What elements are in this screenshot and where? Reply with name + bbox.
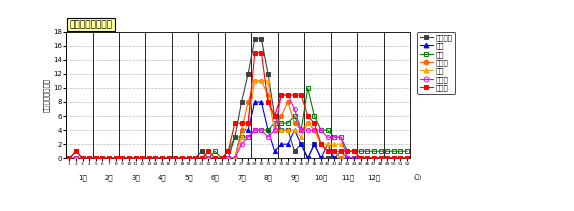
八幡浜 <box>66 157 73 160</box>
宇和島 <box>251 51 258 54</box>
Text: 1月: 1月 <box>78 175 87 181</box>
Line: 中予: 中予 <box>67 79 409 160</box>
西条 <box>251 101 258 103</box>
四国中央 <box>291 150 298 153</box>
松山市 <box>185 157 192 160</box>
松山市 <box>404 157 410 160</box>
中予 <box>185 157 192 160</box>
Text: 8月: 8月 <box>263 175 273 181</box>
松山市 <box>251 80 258 82</box>
中予 <box>384 157 391 160</box>
西条 <box>225 157 232 160</box>
Text: 2月: 2月 <box>104 175 114 181</box>
西条 <box>404 157 410 160</box>
中予 <box>278 129 285 131</box>
Legend: 四国中央, 西条, 今治, 松山市, 中予, 八幡浜, 宇和島: 四国中央, 西条, 今治, 松山市, 中予, 八幡浜, 宇和島 <box>417 32 455 94</box>
中予 <box>404 157 410 160</box>
西条 <box>278 143 285 145</box>
八幡浜 <box>225 157 232 160</box>
今治 <box>185 157 192 160</box>
四国中央 <box>384 157 391 160</box>
Line: 松山市: 松山市 <box>67 79 409 160</box>
今治 <box>384 150 391 153</box>
中予 <box>225 157 232 160</box>
八幡浜 <box>271 129 278 131</box>
八幡浜 <box>278 94 285 96</box>
今治 <box>304 87 311 89</box>
宇和島 <box>291 94 298 96</box>
Text: 6月: 6月 <box>211 175 219 181</box>
四国中央 <box>225 157 232 160</box>
中予 <box>291 129 298 131</box>
中予 <box>251 80 258 82</box>
八幡浜 <box>384 157 391 160</box>
Line: 宇和島: 宇和島 <box>67 51 409 160</box>
宇和島 <box>278 94 285 96</box>
Text: 保健所別発生動向: 保健所別発生動向 <box>69 20 113 29</box>
Text: 7月: 7月 <box>237 175 246 181</box>
Line: 八幡浜: 八幡浜 <box>67 93 409 160</box>
松山市 <box>225 157 232 160</box>
Line: 今治: 今治 <box>67 86 409 160</box>
Y-axis label: 定点当たり報告数: 定点当たり報告数 <box>44 78 50 112</box>
今治 <box>271 122 278 124</box>
西条 <box>92 157 99 160</box>
四国中央 <box>404 157 410 160</box>
宇和島 <box>225 150 232 153</box>
八幡浜 <box>404 157 410 160</box>
Line: 四国中央: 四国中央 <box>67 37 409 160</box>
西条 <box>291 129 298 131</box>
松山市 <box>384 157 391 160</box>
宇和島 <box>66 157 73 160</box>
今治 <box>92 157 99 160</box>
西条 <box>66 157 73 160</box>
Text: 9月: 9月 <box>290 175 299 181</box>
Text: 12月: 12月 <box>367 175 381 181</box>
宇和島 <box>384 157 391 160</box>
Text: (週): (週) <box>414 175 422 180</box>
今治 <box>66 157 73 160</box>
四国中央 <box>278 129 285 131</box>
Text: 11月: 11月 <box>341 175 354 181</box>
四国中央 <box>92 157 99 160</box>
宇和島 <box>92 157 99 160</box>
松山市 <box>291 122 298 124</box>
Text: 3月: 3月 <box>131 175 140 181</box>
今治 <box>225 150 232 153</box>
Text: 4月: 4月 <box>158 175 166 181</box>
八幡浜 <box>185 157 192 160</box>
Text: 10月: 10月 <box>315 175 328 181</box>
四国中央 <box>185 157 192 160</box>
松山市 <box>92 157 99 160</box>
Text: 5月: 5月 <box>184 175 193 181</box>
四国中央 <box>251 37 258 40</box>
中予 <box>66 157 73 160</box>
四国中央 <box>66 157 73 160</box>
中予 <box>92 157 99 160</box>
八幡浜 <box>291 108 298 110</box>
今治 <box>404 150 410 153</box>
松山市 <box>66 157 73 160</box>
Line: 西条: 西条 <box>67 100 409 160</box>
宇和島 <box>185 157 192 160</box>
今治 <box>285 122 292 124</box>
西条 <box>185 157 192 160</box>
宇和島 <box>404 157 410 160</box>
西条 <box>384 157 391 160</box>
八幡浜 <box>92 157 99 160</box>
松山市 <box>278 115 285 117</box>
